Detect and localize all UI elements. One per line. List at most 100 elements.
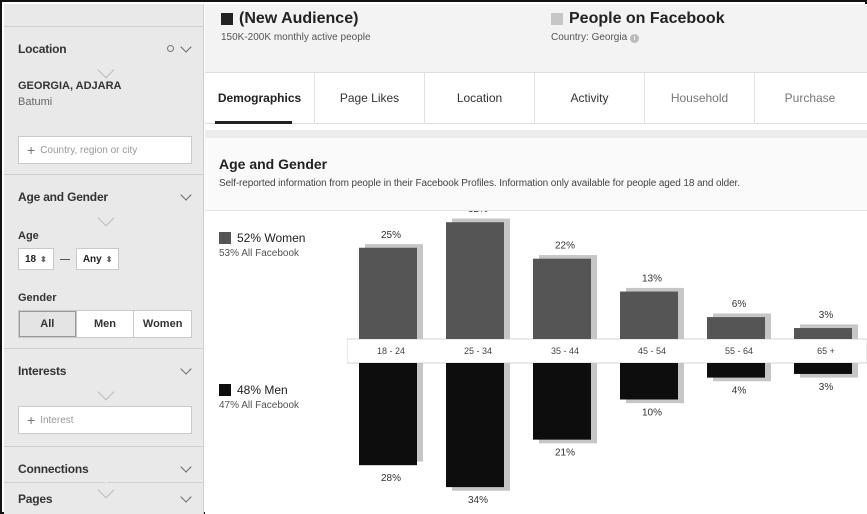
women-bar-label: 25%	[381, 230, 401, 241]
connections-section: Connections	[4, 446, 204, 499]
men-legend: 48% Men 47% All Facebook	[219, 383, 299, 411]
men-legend-sub: 47% All Facebook	[219, 400, 300, 411]
age-category-label: 35 - 44	[551, 346, 579, 356]
gender-men-button[interactable]: Men	[77, 311, 135, 337]
main-panel: (New Audience) 150K-200K monthly active …	[205, 4, 867, 514]
chevron-down-icon[interactable]	[180, 188, 192, 201]
age-category-label: 55 - 64	[725, 346, 753, 356]
gender-all-button[interactable]: All	[19, 311, 77, 337]
men-bar	[446, 363, 504, 488]
plus-icon: +	[27, 142, 36, 158]
women-bar	[446, 222, 504, 339]
location-header[interactable]: Location	[4, 26, 204, 79]
women-bar	[794, 328, 852, 339]
section-description: Self-reported information from people in…	[219, 178, 740, 189]
age-gender-chart: 52% Women 53% All Facebook 48% Men 47% A…	[205, 210, 867, 514]
axis-band	[347, 338, 867, 364]
men-bar	[533, 363, 591, 440]
interest-input[interactable]: + Interest	[18, 406, 192, 434]
interests-header[interactable]: Interests	[4, 348, 204, 401]
facebook-legend-square	[551, 13, 563, 25]
age-category-label: 25 - 34	[464, 346, 492, 356]
interests-header-label: Interests	[18, 363, 67, 378]
men-bar	[707, 363, 765, 378]
chevron-down-icon[interactable]	[180, 490, 192, 503]
age-gender-header-label: Age and Gender	[18, 189, 108, 204]
men-bar-label: 3%	[819, 382, 834, 393]
connections-header-label: Connections	[18, 461, 89, 476]
selected-city: Batumi	[18, 96, 53, 108]
gender-women-button[interactable]: Women	[142, 318, 183, 330]
age-category-label: 45 - 54	[638, 346, 666, 356]
age-gender-header[interactable]: Age and Gender	[4, 174, 204, 227]
tab-location[interactable]: Location	[425, 72, 535, 124]
men-bar-label: 4%	[732, 386, 747, 397]
location-section: Location GEORGIA, ADJARA Batumi	[4, 26, 204, 108]
men-legend-label: 48% Men	[237, 383, 288, 397]
audience-summary: (New Audience) 150K-200K monthly active …	[221, 10, 371, 43]
plus-icon: +	[27, 412, 36, 428]
women-bar	[359, 247, 417, 339]
men-bar-label: 21%	[555, 448, 575, 459]
age-min-select[interactable]: 18 ⬍	[18, 248, 54, 270]
women-bar-label: 22%	[555, 241, 575, 252]
women-bar	[533, 258, 591, 339]
men-legend-square	[219, 384, 231, 396]
men-bar	[620, 363, 678, 400]
gender-label: Gender	[18, 292, 57, 304]
age-category-label: 18 - 24	[377, 346, 405, 356]
women-bar-label: 32%	[468, 211, 488, 215]
chevron-down-icon[interactable]	[180, 40, 192, 53]
audience-size: 150K-200K monthly active people	[221, 32, 371, 43]
section-pointer	[97, 209, 115, 227]
pages-header-label: Pages	[18, 491, 53, 506]
facebook-title: People on Facebook	[569, 10, 725, 27]
facebook-country: Country: Georgia	[551, 32, 628, 43]
location-input[interactable]: + Country, region or city	[18, 136, 192, 164]
women-bar-label: 13%	[642, 274, 662, 285]
women-bar-label: 6%	[732, 299, 747, 310]
age-category-label: 65 +	[817, 346, 835, 356]
age-gender-panel: Age and Gender Self-reported information…	[205, 130, 867, 514]
insights-tabs: Demographics Page Likes Location Activit…	[205, 72, 867, 124]
stepper-icon: ⬍	[105, 254, 113, 264]
men-bar	[794, 363, 852, 374]
tab-activity[interactable]: Activity	[535, 72, 645, 124]
age-max-select[interactable]: Any ⬍	[75, 248, 120, 270]
section-title: Age and Gender	[219, 156, 328, 172]
men-bar-label: 10%	[642, 408, 662, 419]
tab-page-likes[interactable]: Page Likes	[315, 72, 425, 124]
women-legend-label: 52% Women	[237, 231, 306, 245]
audience-title: (New Audience)	[239, 10, 359, 27]
tab-demographics[interactable]: Demographics	[205, 72, 315, 124]
men-bar	[359, 363, 417, 466]
connections-header[interactable]: Connections	[4, 446, 204, 499]
range-dash	[59, 258, 70, 260]
gender-selector: All Men Women	[18, 310, 192, 338]
tab-purchase[interactable]: Purchase	[784, 91, 836, 105]
location-input-placeholder: Country, region or city	[40, 144, 138, 156]
settings-icon[interactable]	[167, 45, 174, 52]
age-gender-section: Age and Gender	[4, 174, 204, 227]
chevron-down-icon[interactable]	[180, 460, 192, 473]
info-icon[interactable]: i	[630, 34, 640, 43]
stepper-icon: ⬍	[40, 254, 47, 264]
facebook-summary: People on Facebook Country: Georgia i	[551, 10, 725, 43]
tab-household[interactable]: Household	[645, 72, 755, 124]
women-legend-sub: 53% All Facebook	[219, 248, 300, 259]
selected-location: GEORGIA, ADJARA	[18, 80, 122, 92]
women-legend-square	[219, 232, 231, 244]
location-header-label: Location	[18, 41, 67, 56]
age-max-value: Any	[82, 253, 102, 265]
women-bar	[620, 291, 678, 339]
bar-chart-svg: 25% 28% 18 - 24 32% 34% 25 - 34 22% 21% 35 - 44 1…	[347, 211, 867, 506]
women-legend: 52% Women 53% All Facebook	[219, 231, 305, 259]
audience-header: (New Audience) 150K-200K monthly active …	[205, 4, 867, 72]
section-pointer	[97, 383, 115, 401]
age-min-value: 18	[25, 253, 37, 265]
men-bar-label: 34%	[468, 495, 488, 506]
women-bar	[707, 317, 765, 339]
filter-sidebar: Location GEORGIA, ADJARA Batumi + Countr…	[4, 4, 204, 514]
chevron-down-icon[interactable]	[180, 362, 192, 375]
